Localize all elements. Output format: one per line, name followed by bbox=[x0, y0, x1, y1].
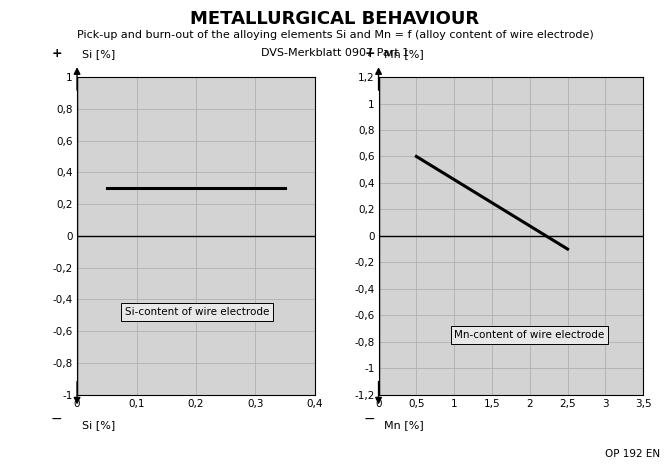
Text: Mn [%]: Mn [%] bbox=[384, 420, 423, 430]
Text: METALLURGICAL BEHAVIOUR: METALLURGICAL BEHAVIOUR bbox=[190, 10, 480, 28]
Text: −: − bbox=[50, 412, 62, 426]
Text: Pick-up and burn-out of the alloying elements Si and Mn = f (alloy content of wi: Pick-up and burn-out of the alloying ele… bbox=[76, 30, 594, 40]
Text: DVS-Merkblatt 0907 Part 1: DVS-Merkblatt 0907 Part 1 bbox=[261, 48, 409, 57]
Text: Si [%]: Si [%] bbox=[82, 420, 115, 430]
Text: +: + bbox=[365, 47, 375, 60]
Text: Si [%]: Si [%] bbox=[82, 50, 115, 60]
Text: +: + bbox=[52, 47, 62, 60]
Text: Mn [%]: Mn [%] bbox=[384, 50, 423, 60]
Text: −: − bbox=[364, 412, 375, 426]
Text: OP 192 EN: OP 192 EN bbox=[605, 449, 660, 459]
Text: Mn-content of wire electrode: Mn-content of wire electrode bbox=[454, 330, 604, 340]
Text: Si-content of wire electrode: Si-content of wire electrode bbox=[125, 307, 269, 317]
